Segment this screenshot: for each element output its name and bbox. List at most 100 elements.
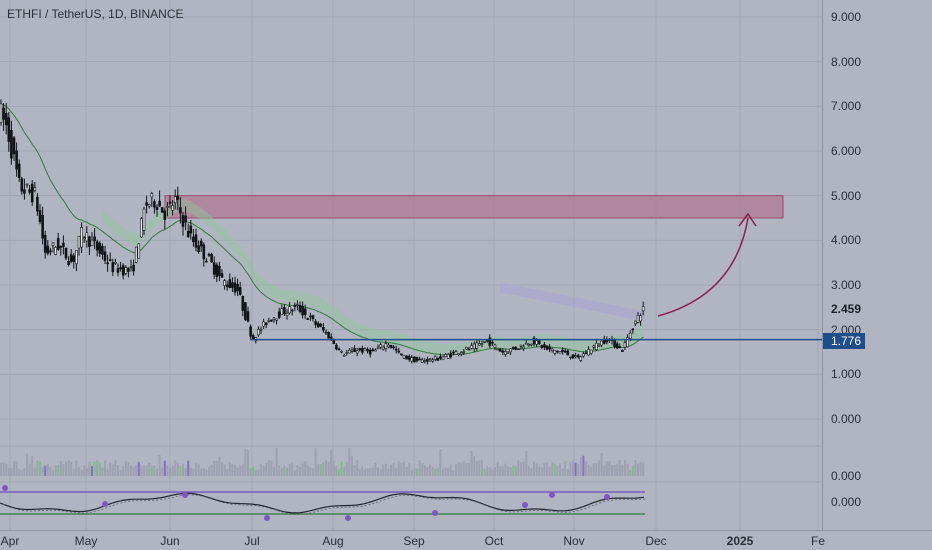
volume-bar [241, 463, 244, 476]
volume-bar [491, 469, 494, 476]
candle-body [77, 236, 81, 249]
volume-bar [579, 457, 582, 476]
volume-bar [559, 463, 561, 476]
volume-bar [473, 456, 476, 476]
candle-body [189, 225, 193, 234]
candle-body [428, 358, 432, 360]
candle-body [376, 347, 380, 350]
volume-bar [137, 461, 140, 476]
volume-bar [566, 469, 569, 476]
volume-bar [527, 466, 530, 476]
candle-body [93, 236, 96, 242]
candle-body [228, 279, 232, 289]
candle-body [595, 342, 598, 351]
candle-body [59, 246, 63, 248]
volume-bar [548, 466, 551, 476]
volume-bar [462, 461, 465, 476]
volume-bar [551, 462, 554, 476]
volume-bar [517, 460, 520, 476]
volume-bar [343, 466, 346, 476]
volume-bar [319, 463, 322, 476]
candle-body [355, 350, 359, 354]
candle-body [470, 345, 473, 349]
volume-bar [130, 465, 132, 476]
volume-bar [179, 465, 182, 476]
volume-bar [286, 467, 288, 476]
candle-body [62, 242, 65, 247]
candle-body [311, 315, 315, 320]
volume-bar [384, 463, 387, 476]
volume-bar [408, 463, 411, 476]
price-chart[interactable] [0, 0, 822, 530]
candle-body [478, 343, 481, 346]
volume-bar [525, 450, 528, 476]
volume-bar [403, 461, 405, 476]
candle-body [457, 353, 460, 356]
candle-body [459, 352, 463, 355]
candle-body [558, 351, 562, 354]
volume-bar [7, 468, 10, 476]
volume-bar [371, 467, 374, 476]
volume-bar [592, 462, 595, 476]
candle-body [462, 351, 466, 353]
candle-body [368, 349, 372, 355]
candle-body [82, 237, 86, 239]
volume-bar [314, 448, 317, 476]
candle-body [509, 348, 512, 353]
candle-body [350, 349, 354, 352]
candle-body [101, 246, 104, 255]
volume-bar [478, 460, 481, 476]
volume-bar [364, 469, 366, 476]
candle-body [441, 356, 445, 361]
candle-body [550, 348, 554, 352]
volume-bar [530, 468, 533, 476]
volume-bar [197, 464, 200, 476]
candle-body [95, 241, 99, 251]
candle-body [158, 200, 161, 207]
candle-body [23, 189, 26, 194]
moving-average-line [0, 103, 644, 356]
volume-bar [13, 461, 15, 476]
volume-bar [582, 455, 585, 476]
oscillator-zero-label: 0.000 [831, 495, 862, 509]
candle-body [366, 349, 369, 352]
chart-area[interactable]: ETHFI / TetherUS, 1D, BINANCE [0, 0, 822, 530]
volume-bar [572, 461, 574, 476]
volume-bar [410, 469, 413, 476]
volume-bar [538, 466, 541, 476]
candle-body [517, 348, 520, 351]
candle-body [121, 265, 125, 276]
volume-bar [75, 460, 78, 476]
candle-body [168, 201, 172, 204]
candle-body [530, 343, 533, 346]
volume-bar [501, 466, 504, 476]
oscillator-marker [345, 515, 351, 521]
candle-body [238, 287, 242, 295]
candle-body [524, 342, 528, 345]
price-axis[interactable]: 9.000 8.000 7.000 6.000 5.000 4.000 3.000 2.000… [822, 0, 932, 530]
candle-body [431, 359, 434, 362]
candle-body [639, 315, 642, 322]
volume-bar [429, 464, 431, 476]
candle-body [160, 207, 164, 213]
candle-body [176, 195, 180, 200]
volume-bar [280, 467, 283, 476]
time-axis[interactable]: Apr May Jun Jul Aug Sep Oct Nov Dec 2025 Fe [0, 530, 932, 550]
candle-body [488, 337, 492, 346]
volume-bar [332, 461, 335, 476]
oscillator-marker [264, 515, 270, 521]
time-axis-label: Sep [403, 534, 425, 548]
volume-bar [361, 466, 364, 476]
volume-bar [340, 461, 343, 476]
volume-bar [496, 461, 499, 476]
candle-body [418, 358, 421, 361]
price-tick-label: 0.000 [831, 412, 862, 426]
chart-title: ETHFI / TetherUS, 1D, BINANCE [7, 7, 184, 21]
volume-bar [304, 461, 307, 476]
candle-body [436, 357, 440, 361]
volume-bar [249, 468, 252, 476]
volume-bar [39, 461, 41, 476]
candle-body [85, 232, 89, 242]
candle-body [626, 337, 629, 348]
volume-bar [114, 460, 117, 476]
